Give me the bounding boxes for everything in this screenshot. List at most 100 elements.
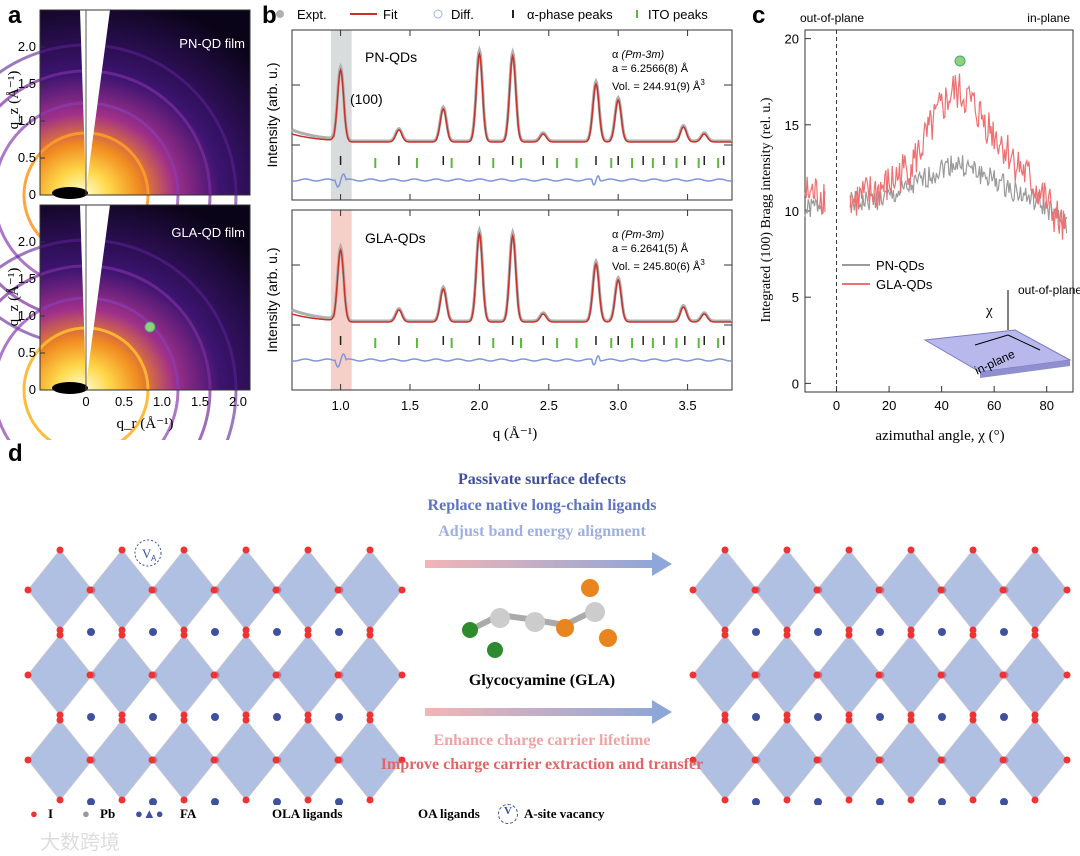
- fa-cation: [335, 628, 343, 636]
- iodine-atom: [366, 711, 374, 719]
- iodine-atom: [845, 796, 853, 804]
- benefit-1: Passivate surface defects: [458, 471, 626, 488]
- a-ytick-label: 0.5: [18, 345, 36, 360]
- legend-ito: ITO peaks: [648, 7, 708, 22]
- sample-label-bottom: GLA-QDs: [365, 230, 426, 246]
- pbi6-octahedron: [275, 719, 341, 801]
- panel-label-c: c: [752, 2, 766, 29]
- iodine-atom: [937, 586, 945, 594]
- benefit-4: Enhance charge carrier lifetime: [433, 732, 651, 749]
- b-xtick-label: 2.0: [470, 398, 488, 413]
- fit-curve: [291, 231, 732, 323]
- iodine-atom: [813, 586, 821, 594]
- fa-cation: [211, 628, 219, 636]
- pbi6-octahedron: [754, 634, 820, 716]
- iodine-atom: [907, 796, 915, 804]
- fa-cation: [814, 713, 822, 721]
- fa-cation: [149, 798, 157, 805]
- lattice-top: a = 6.2566(8) Å: [612, 62, 689, 75]
- panel-label-b: b: [262, 2, 277, 29]
- lead-icon: ●: [82, 806, 90, 821]
- vacancy-icon: V: [498, 804, 518, 824]
- iodine-atom: [180, 711, 188, 719]
- svg-text:α (Pm-3m): α (Pm-3m): [612, 229, 665, 241]
- legend-expt-marker: [276, 10, 284, 18]
- iodine-atom: [721, 626, 729, 634]
- iodine-atom: [721, 716, 729, 724]
- fa-cation: [273, 628, 281, 636]
- iodine-atom: [783, 711, 791, 719]
- pbi6-octahedron: [692, 549, 758, 631]
- iodine-atom: [751, 586, 759, 594]
- top-arrow: [425, 552, 672, 576]
- legend-pb: Pb: [100, 806, 116, 821]
- label-in-plane: in-plane: [1027, 11, 1070, 25]
- a-xtick-label: 1.5: [191, 394, 209, 409]
- space-group-bottom: (Pm-3m): [621, 229, 664, 241]
- pbi6-octahedron: [692, 634, 758, 716]
- phase-bottom: α: [612, 229, 619, 241]
- panel-a-giwaxs: PN-QD film GLA-QD film 0 0.5 1.0 1.5 2.0 0 0.5…: [0, 9, 251, 440]
- pbi6-octahedron: [275, 634, 341, 716]
- iodine-atom: [334, 671, 342, 679]
- iodine-atom: [907, 546, 915, 554]
- iodine-atom: [366, 796, 374, 804]
- iodine-atom: [689, 671, 697, 679]
- b-xtick-label: 1.5: [401, 398, 419, 413]
- iodine-atom: [118, 546, 126, 554]
- fa-cation: [87, 798, 95, 805]
- iodine-atom: [1063, 586, 1071, 594]
- iodine-atom: [366, 546, 374, 554]
- fa-cation: [752, 713, 760, 721]
- iodine-atom: [272, 671, 280, 679]
- iodine-atom: [1031, 546, 1039, 554]
- iodine-atom: [366, 631, 374, 639]
- iodine-atom: [1031, 631, 1039, 639]
- a-ytick-label: 2.0: [18, 234, 36, 249]
- a-ytick-label: 2.0: [18, 39, 36, 54]
- a-xtick-label: 2.0: [229, 394, 247, 409]
- fa-icon: ●▲●: [135, 806, 164, 821]
- iodine-atom: [56, 716, 64, 724]
- iodine-atom: [56, 711, 64, 719]
- fa-cation: [938, 798, 946, 805]
- peak-label-100: (100): [350, 91, 383, 107]
- inset-out-label: out-of-plane: [1018, 283, 1080, 297]
- iodine-atom: [907, 716, 915, 724]
- iodine-atom: [783, 631, 791, 639]
- b-xtick-label: 2.5: [540, 398, 558, 413]
- phase-top: α: [612, 49, 619, 61]
- watermark: 大数跨境: [40, 832, 120, 854]
- label-out-of-plane: out-of-plane: [800, 11, 864, 25]
- fa-cation: [876, 798, 884, 805]
- series-line-0: [804, 155, 1068, 234]
- iodine-atom: [242, 546, 250, 554]
- iodine-atom: [24, 671, 32, 679]
- a-bottom-ylabel: q_z (Å⁻¹): [6, 268, 22, 327]
- fa-cation: [87, 713, 95, 721]
- pbi6-octahedron: [213, 549, 279, 631]
- c-xtick-label: 20: [882, 398, 896, 413]
- fa-cation: [876, 628, 884, 636]
- iodine-atom: [242, 631, 250, 639]
- a-xtick-label: 1.0: [153, 394, 171, 409]
- fa-cation: [752, 628, 760, 636]
- iodine-atom: [937, 756, 945, 764]
- legend-pn: PN-QDs: [876, 258, 925, 273]
- c-ylabel: Integrated (100) Bragg intensity (rel. u…: [759, 97, 774, 322]
- iodine-atom: [304, 631, 312, 639]
- iodine-atom: [721, 546, 729, 554]
- expt-curve: [291, 45, 732, 143]
- iodine-atom: [398, 586, 406, 594]
- pbi6-octahedron: [27, 634, 93, 716]
- fa-cation: [87, 628, 95, 636]
- panel-d-schematic: Glycocyamine (GLA) V A: [24, 539, 1071, 805]
- pbi6-octahedron: [213, 719, 279, 801]
- legend-expt: Expt.: [297, 7, 327, 22]
- iodine-atom: [304, 711, 312, 719]
- c-xtick-label: 60: [987, 398, 1001, 413]
- b-xtick-label: 3.5: [679, 398, 697, 413]
- pbi6-octahedron: [1002, 634, 1068, 716]
- iodine-atom: [56, 546, 64, 554]
